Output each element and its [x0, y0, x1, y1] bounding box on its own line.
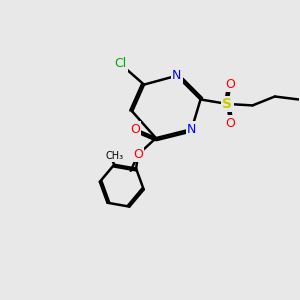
Text: O: O — [130, 123, 140, 136]
Text: O: O — [225, 117, 235, 130]
Text: CH₃: CH₃ — [106, 151, 124, 161]
Text: Cl: Cl — [114, 57, 126, 70]
Text: N: N — [172, 69, 182, 82]
Text: O: O — [225, 78, 235, 91]
Text: O: O — [133, 148, 143, 161]
Text: N: N — [187, 123, 196, 136]
Text: S: S — [222, 97, 232, 111]
